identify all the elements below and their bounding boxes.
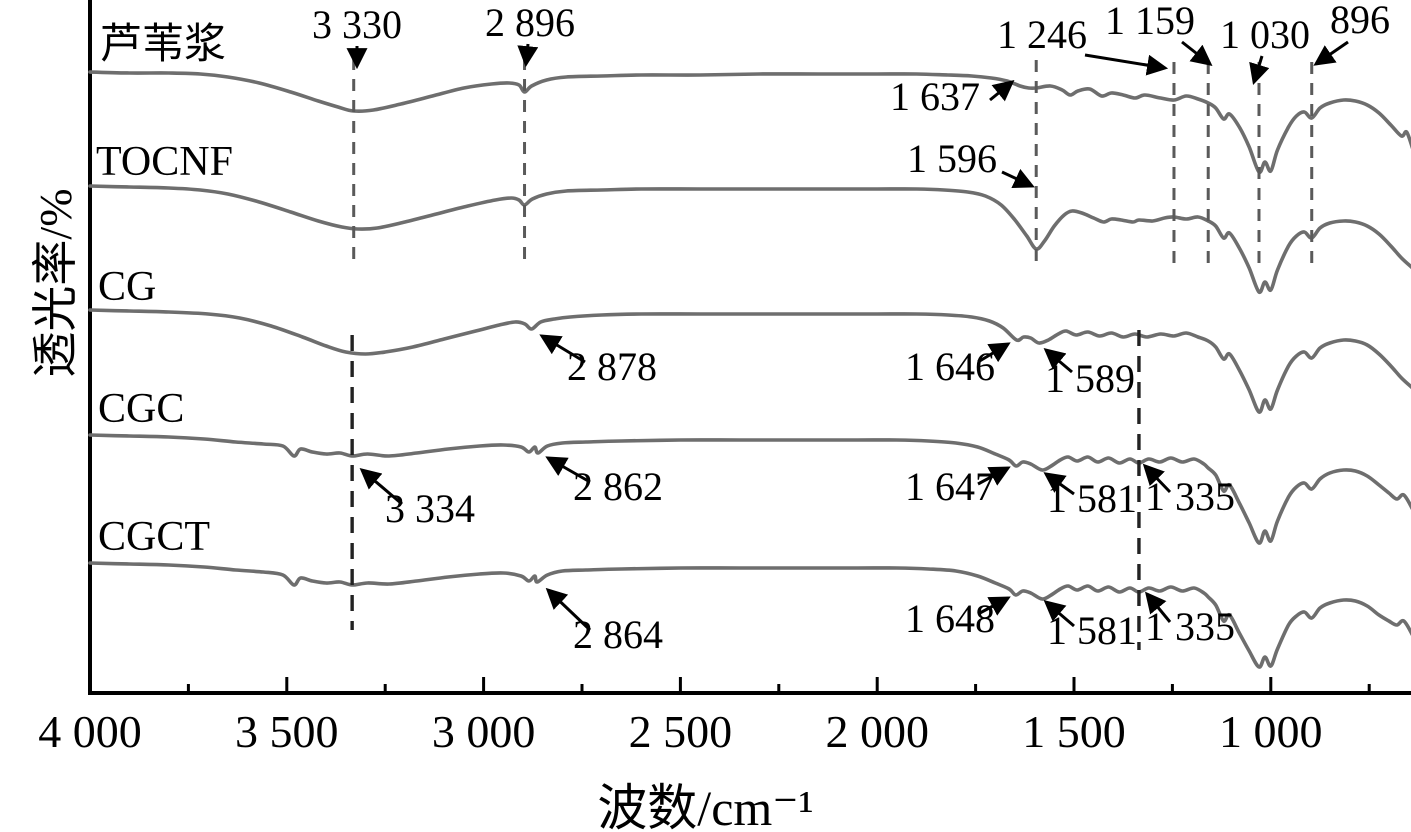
annotation-arrow: [977, 342, 1011, 364]
peak-annotation-label: 1 581: [1047, 476, 1137, 521]
spectra-curves: 芦苇浆 TOCNF CG CGC CGCT: [88, 22, 1411, 669]
annotation-arrow: [977, 466, 1011, 486]
peak-annotation-label: 896: [1330, 0, 1390, 42]
series-label-cgct: CGCT: [98, 514, 210, 560]
axes: [88, 0, 1411, 695]
annotation-arrow: [359, 467, 403, 506]
annotation-arrow: [517, 43, 539, 68]
y-axis-title: 透光率/%: [30, 188, 81, 378]
annotation-arrow: [1001, 168, 1035, 188]
x-tick-label: 2 000: [825, 706, 929, 757]
annotation-arrow: [539, 334, 586, 364]
peak-annotation-label: 1 335: [1145, 604, 1235, 649]
spectrum-curve-tocnf: [88, 184, 1411, 295]
x-tick-label: 3 000: [432, 706, 536, 757]
peak-annotation-label: 1 646: [905, 344, 995, 389]
peak-annotation-label: 1 596: [907, 136, 997, 181]
annotation-arrow: [1249, 55, 1270, 86]
x-axis-title: 波数/cm⁻¹: [597, 780, 814, 832]
peak-annotation-label: 1 581: [1047, 608, 1137, 653]
peak-annotation-label: 3 330: [312, 2, 402, 47]
annotation-arrow: [1145, 591, 1172, 623]
x-tick-label: 2 500: [629, 706, 733, 757]
peak-annotation-label: 1 647: [905, 464, 995, 509]
series-label-tocnf: TOCNF: [96, 139, 233, 185]
spectrum-curve-cg: [88, 308, 1411, 414]
x-axis-ticks: 4 000 3 500 3 000 2 500 2 000 1 500 1 000: [38, 677, 1371, 757]
peak-annotation-label: 2 896: [485, 0, 575, 45]
peak-annotation-label: 1 159: [1105, 0, 1195, 43]
series-label-cg: CG: [98, 264, 156, 310]
peak-annotation-label: 1 030: [1220, 12, 1310, 57]
series-label-cgc: CGC: [98, 386, 184, 432]
spectrum-curve-cgct: [88, 561, 1411, 669]
annotation-arrow: [1084, 53, 1169, 76]
peak-annotation-label: 2 864: [573, 612, 663, 657]
annotation-arrow: [545, 587, 592, 632]
annotation-arrow: [1043, 599, 1075, 628]
spectrum-curve-reed-pulp: [88, 70, 1411, 175]
guide-lines: [350, 58, 1314, 650]
annotation-arrow: [1142, 463, 1172, 494]
peak-annotation-label: 2 878: [567, 344, 657, 389]
annotation-arrow: [1313, 40, 1349, 66]
x-tick-label: 3 500: [235, 706, 339, 757]
peak-annotation-label: 1 335: [1145, 474, 1235, 519]
peak-annotation-label: 1 589: [1045, 356, 1135, 401]
x-tick-label: 4 000: [38, 706, 142, 757]
peak-annotation-label: 1 246: [997, 12, 1087, 57]
annotation-arrow: [977, 596, 1011, 616]
peak-annotation-label: 3 334: [385, 486, 475, 531]
annotation-arrow: [989, 80, 1015, 102]
peak-annotations: 3 330 2 896 1 637 1 596 1 246 1 159 1 030 896 2 …: [312, 0, 1390, 657]
peak-annotation-label: 1 637: [890, 74, 980, 119]
annotation-arrow: [1043, 472, 1075, 496]
peak-annotation-label: 2 862: [573, 464, 663, 509]
annotation-arrow: [545, 456, 591, 484]
x-tick-label: 1 500: [1022, 706, 1126, 757]
x-tick-label: 1 000: [1219, 706, 1323, 757]
spectrum-curve-cgc: [88, 433, 1411, 545]
annotation-arrow: [1181, 40, 1213, 66]
peak-annotation-label: 1 648: [905, 596, 995, 641]
annotation-arrow: [1043, 347, 1073, 374]
series-label-reed-pulp: 芦苇浆: [100, 22, 226, 68]
